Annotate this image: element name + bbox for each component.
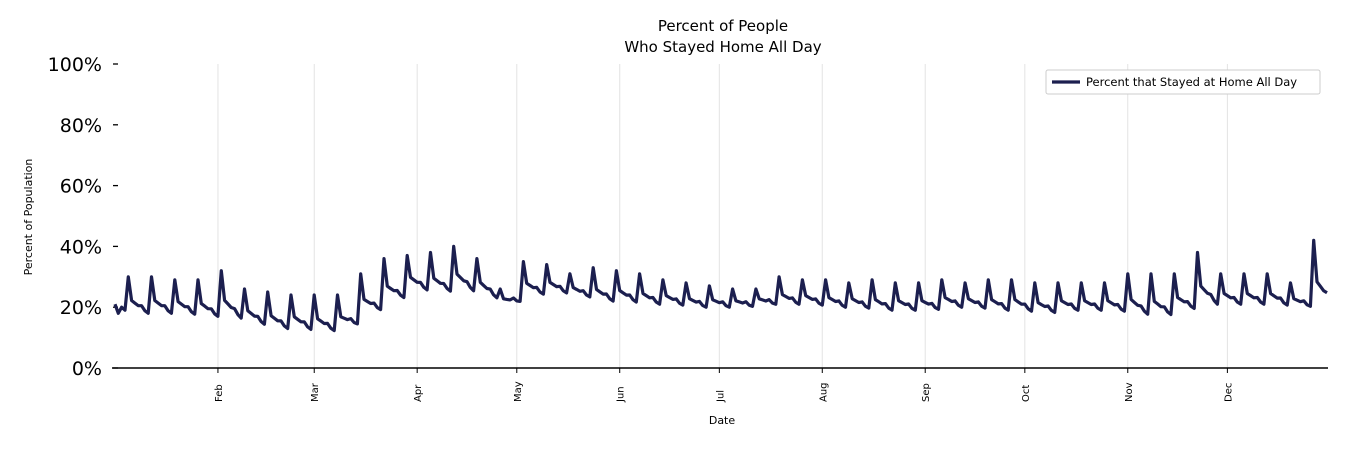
y-tick-label: 20% [60,297,102,319]
x-axis-label: Date [709,414,736,427]
x-tick-label: Mar [310,382,321,402]
x-tick-label: Dec [1223,383,1234,402]
legend: Percent that Stayed at Home All Day [1045,69,1321,95]
y-tick-label: 0% [72,358,102,380]
legend-label: Percent that Stayed at Home All Day [1086,75,1297,89]
chart-title-line-1: Percent of People [658,17,788,35]
chart-title-line-2: Who Stayed Home All Day [624,38,821,56]
grid-lines [217,64,1228,368]
y-tick-label: 100% [48,54,102,76]
x-tick-label: Jul [715,390,726,403]
x-tick-label: Aug [818,382,829,402]
y-tick-label: 80% [60,115,102,137]
x-tick-label: May [513,381,524,402]
x-tick-label: Jun [616,386,627,403]
y-tick-label: 40% [60,236,102,258]
y-axis-label: Percent of Population [22,159,35,276]
x-axis: Feb Mar Apr May Jun Jul Aug Sep Oct Nov Dec [214,368,1234,403]
x-tick-label: Oct [1021,385,1032,402]
y-tick-label: 60% [60,176,102,198]
x-tick-label: Nov [1124,382,1135,402]
x-tick-label: Sep [921,383,932,402]
y-axis: 0% 20% 40% 60% 80% 100% [48,54,118,380]
legend-box [1045,69,1321,95]
x-tick-label: Feb [214,384,225,402]
x-tick-label: Apr [413,384,424,402]
series-line-stayed-home [113,238,1328,333]
